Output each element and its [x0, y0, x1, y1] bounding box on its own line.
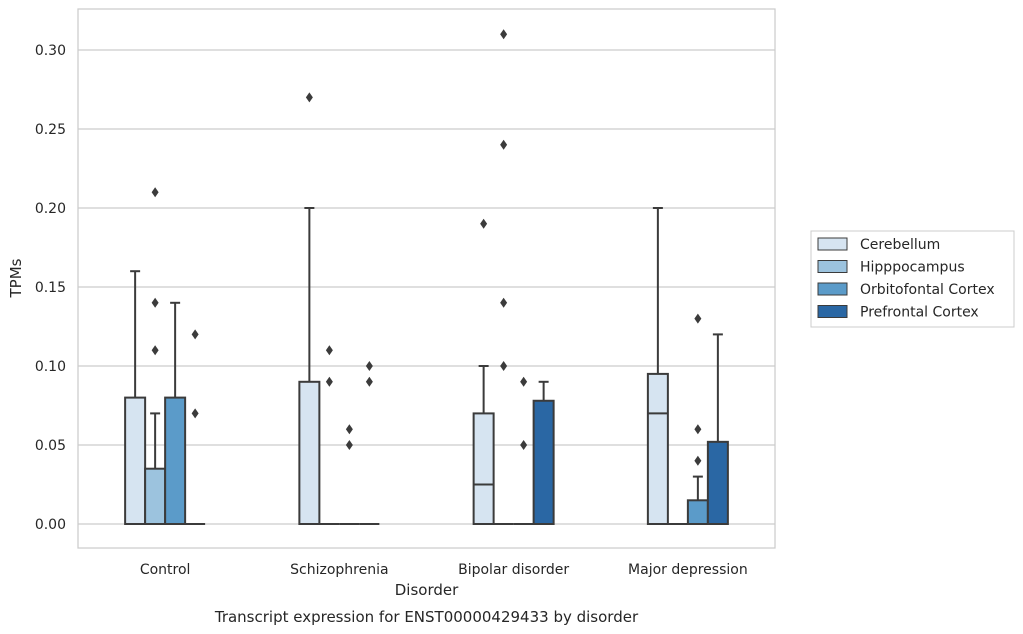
x-axis-ticks: Control Schizophrenia Bipolar disorder Majo…	[140, 562, 748, 578]
box	[124, 270, 147, 526]
box	[513, 376, 534, 525]
outlier-point	[191, 408, 199, 419]
box	[185, 329, 206, 525]
outlier-point	[520, 376, 528, 387]
outlier-point	[694, 424, 702, 435]
outlier-point	[500, 361, 508, 371]
box	[706, 333, 729, 525]
series-prefrontal-cortex	[185, 329, 729, 526]
box-body	[164, 396, 187, 526]
box-body	[532, 399, 555, 526]
outlier-point	[151, 345, 159, 356]
box	[532, 380, 555, 526]
box	[472, 218, 495, 525]
box	[144, 187, 167, 526]
y-tick-label: 0.10	[35, 359, 66, 375]
outlier-point	[325, 376, 333, 387]
x-tick-label: Control	[140, 562, 191, 578]
box	[339, 424, 360, 525]
outlier-point	[480, 218, 488, 229]
box-body	[124, 396, 147, 526]
y-tick-label: 0.20	[35, 201, 66, 217]
box-body	[472, 412, 495, 525]
box-body	[646, 372, 669, 525]
series-hipppocampus	[144, 29, 688, 526]
outlier-point	[694, 313, 702, 324]
chart-caption: Transcript expression for ENST0000042943…	[214, 608, 639, 626]
series-orbitofontal-cortex	[164, 301, 709, 526]
legend-swatch	[817, 305, 848, 318]
legend-label: Hipppocampus	[860, 260, 965, 276]
legend-label: Cerebellum	[860, 237, 940, 253]
box	[493, 29, 514, 525]
x-tick-label: Schizophrenia	[290, 562, 388, 578]
y-tick-label: 0.25	[35, 122, 66, 138]
legend-swatch	[817, 260, 848, 273]
box-body	[298, 380, 321, 525]
outlier-point	[305, 92, 313, 103]
outlier-point	[500, 29, 508, 40]
outlier-point	[151, 187, 159, 198]
x-tick-label: Major depression	[628, 562, 748, 578]
y-tick-label: 0.15	[35, 280, 66, 296]
y-axis-ticks: 0.00 0.05 0.10 0.15 0.20 0.25 0.30	[35, 43, 66, 533]
outlier-point	[365, 361, 373, 371]
outlier-point	[151, 297, 159, 308]
box	[359, 361, 380, 525]
box	[298, 92, 321, 525]
outlier-point	[345, 440, 353, 450]
x-tick-label: Bipolar disorder	[458, 562, 569, 578]
legend-swatch	[817, 282, 848, 296]
outlier-point	[365, 376, 373, 387]
box	[646, 207, 669, 525]
legend-label: Prefrontal Cortex	[860, 305, 979, 321]
legend: Cerebellum Hipppocampus Orbitofontal Corte…	[810, 230, 1015, 328]
box-body	[686, 499, 709, 525]
box-groups	[124, 29, 729, 526]
box-body	[144, 467, 167, 526]
x-axis-label: Disorder	[395, 581, 459, 599]
y-tick-label: 0.05	[35, 438, 66, 454]
box-body	[706, 440, 729, 525]
legend-label: Orbitofontal Cortex	[860, 282, 995, 298]
series-cerebellum	[124, 92, 669, 526]
box	[319, 345, 340, 525]
plot-area	[77, 8, 776, 549]
outlier-point	[345, 424, 353, 435]
legend-swatch	[817, 237, 848, 251]
outlier-point	[520, 440, 528, 450]
outlier-point	[500, 139, 508, 150]
outlier-point	[325, 345, 333, 356]
outlier-point	[500, 297, 508, 308]
box	[686, 313, 709, 525]
outlier-point	[191, 329, 199, 340]
y-tick-label: 0.00	[35, 517, 66, 533]
box	[164, 301, 187, 526]
y-tick-label: 0.30	[35, 43, 66, 59]
y-axis-label: TPMs	[7, 258, 25, 298]
outlier-point	[694, 455, 702, 466]
